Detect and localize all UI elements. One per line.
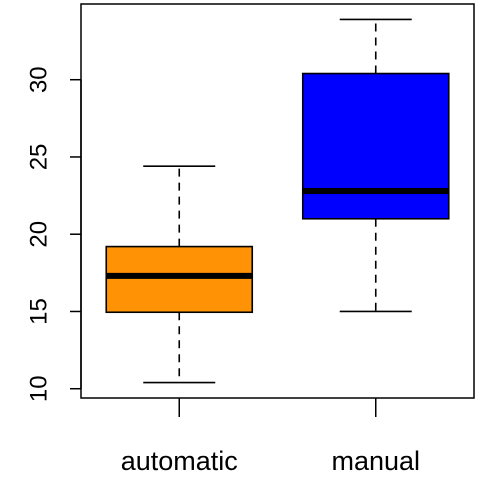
y-tick-label: 25 — [26, 144, 53, 171]
x-category-label: manual — [331, 446, 420, 476]
box-manual — [301, 18, 450, 313]
x-category-label: automatic — [121, 446, 238, 476]
y-tick-label: 15 — [26, 298, 53, 325]
y-tick-label: 30 — [26, 66, 53, 93]
iqr-box — [301, 72, 450, 220]
plot-frame — [80, 3, 475, 399]
iqr-box — [105, 245, 254, 314]
y-tick-label: 20 — [26, 221, 53, 248]
box-automatic — [105, 165, 254, 384]
x-axis: automatic manual — [121, 398, 420, 476]
y-tick-label: 10 — [26, 375, 53, 402]
y-axis: 10 15 20 25 30 — [26, 66, 82, 402]
plot-marks — [105, 18, 450, 384]
